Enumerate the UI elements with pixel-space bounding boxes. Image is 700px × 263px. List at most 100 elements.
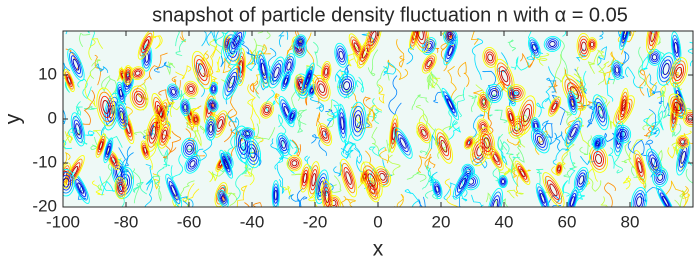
contour-line [165,61,176,76]
contour-ring [338,50,344,60]
contour-ring [678,137,687,146]
contour-ring [538,189,547,207]
contour-ring [619,31,632,51]
contour-ring [258,54,269,85]
contour-ring [612,62,622,78]
contour-line [162,130,182,159]
contour-ring [631,186,648,207]
contour-ring [288,156,301,170]
contour-line [84,73,96,108]
contour-ring [339,112,346,135]
contour-ring [480,123,486,131]
contour-ring [660,59,672,79]
contour-ring [286,61,292,71]
x-tick-label: -80 [114,212,139,231]
contour-line [596,55,606,86]
contour-line [170,154,184,180]
contour-ring [676,139,691,176]
contour-line [240,39,257,66]
contour-line [520,53,536,69]
contour-ring [274,189,278,201]
contour-ring [318,125,331,144]
contour-line [444,178,459,207]
contour-ring [487,85,501,102]
contour-line [470,31,480,45]
contour-line [388,75,402,116]
contour-ring [481,98,487,106]
contour-ring [621,31,629,44]
contour-line [184,197,190,207]
contour-ring [399,137,407,149]
contour-line [536,97,552,118]
contour-line [593,49,605,64]
contour-ring [656,185,676,207]
contour-ring [335,45,347,66]
contour-ring [154,100,165,122]
contour-ring [338,108,347,139]
contour-line [422,164,431,190]
contour-ring [671,34,681,61]
contour-ring [320,127,330,142]
contour-line [152,172,160,190]
contour-ring [118,107,126,124]
contour-ring [193,116,198,123]
contour-ring [116,104,127,127]
contour-ring [512,89,520,97]
contour-ring [340,116,345,131]
contour-ring [279,137,288,152]
contour-ring [391,126,396,141]
contour-ring [646,31,660,55]
contour-line [605,101,619,132]
contour-ring [222,64,242,100]
contour-line [501,198,509,207]
contour-ring [106,145,111,155]
x-tick-label: 20 [432,212,451,231]
contour-ring [616,126,630,142]
contour-ring [69,51,83,78]
contour-line [132,168,141,204]
contour-ring [651,54,658,61]
contour-ring [115,179,126,197]
contour-ring [75,123,81,136]
contour-ring [567,189,578,207]
contour-ring [518,99,535,131]
contour-ring [621,99,626,112]
contour-ring [595,140,600,147]
contour-ring [507,110,515,124]
contour-ring [410,31,420,47]
contour-line [627,139,650,157]
contour-ring [594,98,608,127]
contour-ring [114,164,124,182]
contour-line [149,52,168,80]
contour-line [222,52,235,74]
contour-ring [191,112,201,127]
contour-ring [645,148,663,177]
contour-ring [470,135,490,167]
contour-ring [481,133,492,153]
contour-ring [226,71,238,93]
contour-line [224,192,237,206]
contour-ring [595,153,603,164]
contour-ring [397,134,409,153]
contour-ring [675,66,683,78]
contour-ring [674,101,682,112]
contour-line [447,65,457,100]
contour-line [600,196,608,207]
contour-ring [115,101,128,130]
contour-line [327,109,340,122]
contour-ring [556,164,562,173]
contour-ring [506,108,516,127]
contour-ring [419,126,429,139]
contour-ring [220,195,226,202]
contour-ring [351,105,365,137]
contour-line [548,80,558,94]
contour-line [656,31,662,46]
contour-ring [168,180,179,201]
contour-ring [423,39,435,54]
contour-line [585,168,599,188]
contour-ring [103,137,114,164]
contour-ring [117,181,125,195]
contour-line [341,139,349,159]
contour-line [99,176,116,196]
contour-line [383,61,396,76]
